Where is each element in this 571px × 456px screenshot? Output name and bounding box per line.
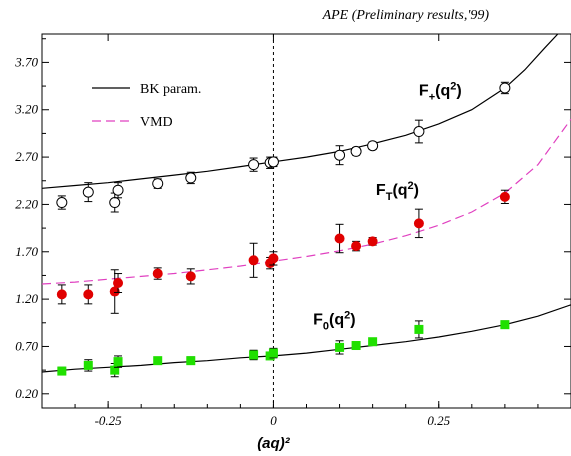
y-tick-label: 3.20: [14, 102, 38, 117]
y-tick-label: 3.70: [14, 54, 38, 69]
data-point: [186, 356, 196, 366]
data-point: [83, 360, 93, 370]
data-point: [109, 286, 120, 297]
series-label: F+(q2): [419, 81, 462, 104]
plot-frame: [41, 33, 571, 409]
chart-caption: APE (Preliminary results,'99): [322, 8, 489, 23]
data-point: [82, 186, 94, 198]
data-point: [367, 140, 379, 152]
data-point: [83, 289, 94, 300]
data-point: [110, 365, 120, 375]
data-point: [414, 324, 424, 334]
data-point: [113, 357, 123, 367]
data-point: [109, 197, 121, 209]
y-tick-label: 2.70: [15, 149, 38, 164]
fit-curve: [42, 34, 559, 189]
y-tick-label: 1.20: [15, 291, 38, 306]
x-tick-label: -0.25: [95, 413, 123, 428]
series-label: FT(q2): [376, 180, 419, 203]
data-point: [499, 191, 510, 202]
data-point: [268, 253, 279, 264]
data-point: [413, 218, 424, 229]
series-label: F0(q2): [313, 310, 355, 333]
x-tick-label: 0: [270, 413, 277, 428]
y-tick-label: 0.20: [15, 386, 38, 401]
y-tick-label: 1.70: [15, 244, 38, 259]
data-point: [368, 337, 378, 347]
data-point: [334, 233, 345, 244]
fit-curve: [42, 304, 571, 373]
y-tick-label: 2.20: [15, 196, 38, 211]
data-point: [185, 172, 197, 184]
y-tick-label: 0.70: [15, 338, 38, 353]
data-point: [113, 278, 124, 289]
legend-label: VMD: [140, 115, 173, 130]
data-point: [152, 178, 164, 190]
data-point: [152, 268, 163, 279]
data-point: [500, 320, 510, 330]
data-point: [335, 342, 345, 352]
data-point: [499, 82, 511, 94]
fit-curve: [42, 118, 571, 285]
data-point: [350, 145, 362, 157]
data-point: [57, 366, 67, 376]
data-point: [268, 348, 278, 358]
data-point: [248, 159, 260, 171]
data-point: [367, 236, 378, 247]
data-point: [112, 184, 124, 196]
x-axis-label: (aq)²: [257, 435, 290, 452]
legend-label: BK param.: [140, 82, 201, 97]
data-point: [56, 197, 68, 209]
x-tick-label: 0.25: [427, 413, 450, 428]
data-point: [334, 149, 346, 161]
data-point: [185, 271, 196, 282]
data-point: [56, 289, 67, 300]
data-point: [153, 356, 163, 366]
data-point: [248, 255, 259, 266]
data-point: [267, 156, 279, 168]
data-point: [413, 126, 425, 138]
data-point: [351, 241, 362, 252]
data-point: [351, 341, 361, 351]
data-point: [249, 350, 259, 360]
